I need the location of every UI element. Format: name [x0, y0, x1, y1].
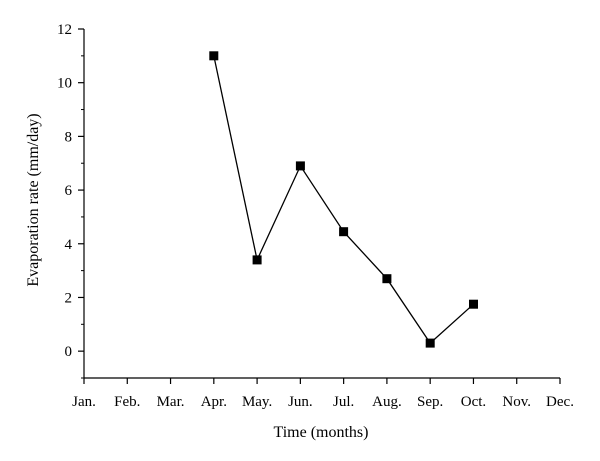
data-point-jun	[295, 161, 305, 171]
x-tick-label: Jun.	[288, 394, 313, 410]
y-tick-label: 0	[65, 344, 73, 360]
series-line	[213, 55, 474, 345]
x-tick-label: Jan.	[72, 394, 96, 410]
x-tick-label: May.	[242, 394, 272, 410]
y-tick-label: 2	[65, 290, 73, 306]
x-tick-label: Sep.	[417, 394, 443, 410]
x-tick-label: Feb.	[114, 394, 140, 410]
y-tick-label: 8	[65, 129, 73, 145]
data-point-aug	[382, 274, 392, 284]
y-tick-label: 12	[57, 22, 72, 38]
y-axis-ticks: 0 2 4 6 8 10 12	[57, 22, 84, 379]
y-tick-label: 6	[65, 183, 73, 199]
y-tick-label: 4	[65, 237, 73, 253]
x-tick-label: Jul.	[333, 394, 354, 410]
x-tick-label: Dec.	[546, 394, 574, 410]
x-axis-title: Time (months)	[274, 424, 369, 441]
data-point-jul	[339, 227, 349, 237]
x-tick-label: Mar.	[157, 394, 185, 410]
data-point-sep	[425, 338, 435, 348]
y-axis-title: Evaporation rate (mm/day)	[25, 113, 42, 286]
data-point-apr	[209, 51, 219, 61]
x-tick-label: Oct.	[461, 394, 486, 410]
y-tick-label: 10	[57, 76, 72, 92]
x-tick-label: Apr.	[201, 394, 227, 410]
data-point-may	[252, 255, 262, 265]
x-tick-label: Aug.	[372, 394, 402, 410]
x-axis-ticks: Jan. Feb. Mar. Apr. May. Jun. Jul. Aug. Sep. Oct.…	[72, 378, 574, 410]
series-layer	[209, 51, 478, 348]
data-point-oct	[469, 299, 478, 309]
axes	[83, 29, 560, 379]
x-tick-label: Nov.	[502, 394, 531, 410]
